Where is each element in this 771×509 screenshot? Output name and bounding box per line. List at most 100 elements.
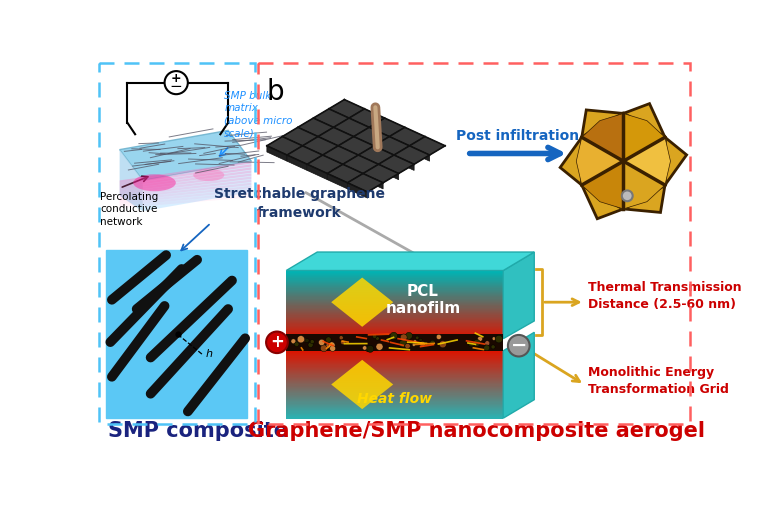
Bar: [286, 372, 503, 374]
Polygon shape: [374, 146, 394, 161]
Text: Graphene/SMP nanocomposite aerogel: Graphene/SMP nanocomposite aerogel: [247, 421, 705, 441]
Bar: [286, 323, 503, 325]
Bar: [286, 335, 503, 337]
Bar: [286, 290, 503, 292]
Text: b: b: [266, 78, 284, 106]
Polygon shape: [313, 118, 334, 133]
Circle shape: [297, 337, 302, 343]
Bar: [286, 377, 503, 379]
Polygon shape: [307, 155, 343, 174]
Text: $h$: $h$: [205, 347, 213, 359]
Polygon shape: [323, 146, 359, 164]
Bar: [286, 362, 503, 364]
Bar: [286, 394, 503, 397]
Bar: [286, 409, 503, 411]
Polygon shape: [332, 277, 393, 327]
Circle shape: [439, 341, 446, 348]
Bar: [286, 297, 503, 299]
Circle shape: [419, 338, 423, 342]
Bar: [286, 312, 503, 314]
Polygon shape: [394, 155, 414, 171]
Polygon shape: [582, 114, 665, 209]
Bar: [286, 337, 503, 338]
Bar: [286, 324, 503, 326]
Polygon shape: [665, 137, 687, 185]
Polygon shape: [120, 180, 251, 196]
Polygon shape: [287, 155, 307, 171]
Polygon shape: [348, 174, 383, 192]
Bar: [286, 407, 503, 409]
Polygon shape: [576, 137, 624, 185]
Polygon shape: [267, 136, 302, 155]
Bar: [286, 293, 503, 295]
Bar: [286, 299, 503, 300]
Text: Stretchable graphene
framework: Stretchable graphene framework: [214, 187, 385, 220]
Bar: [286, 300, 503, 302]
Polygon shape: [624, 137, 671, 185]
Bar: [286, 318, 503, 320]
Polygon shape: [307, 164, 328, 180]
Polygon shape: [389, 136, 409, 152]
Circle shape: [365, 345, 372, 352]
Circle shape: [266, 331, 288, 353]
Bar: [286, 334, 503, 351]
Polygon shape: [120, 183, 251, 199]
Bar: [286, 410, 503, 412]
Bar: [286, 382, 503, 384]
Polygon shape: [374, 136, 409, 155]
Polygon shape: [302, 146, 323, 161]
Circle shape: [292, 340, 298, 345]
Bar: [286, 393, 503, 395]
Circle shape: [406, 332, 412, 340]
Bar: [286, 387, 503, 388]
Bar: [286, 392, 503, 394]
Bar: [286, 289, 503, 290]
Text: Thermal Transmission
Distance (2.5-60 nm): Thermal Transmission Distance (2.5-60 nm…: [588, 281, 742, 311]
Polygon shape: [328, 174, 348, 189]
Polygon shape: [503, 252, 534, 338]
Polygon shape: [120, 171, 251, 190]
Ellipse shape: [133, 174, 176, 191]
Bar: [286, 332, 503, 334]
Text: Percolating
conductive
network: Percolating conductive network: [100, 192, 159, 227]
Bar: [286, 301, 503, 303]
Bar: [286, 302, 503, 304]
Polygon shape: [624, 104, 665, 137]
Polygon shape: [298, 118, 334, 136]
Bar: [286, 278, 503, 280]
Bar: [286, 319, 503, 321]
Polygon shape: [379, 164, 399, 180]
Polygon shape: [120, 164, 251, 185]
Circle shape: [430, 340, 435, 345]
Bar: [286, 380, 503, 382]
Bar: [286, 351, 503, 353]
Bar: [286, 327, 503, 328]
Text: −: −: [170, 79, 183, 94]
Bar: [286, 288, 503, 289]
Polygon shape: [389, 127, 425, 146]
Bar: [286, 321, 503, 323]
Bar: [286, 416, 503, 418]
Bar: [286, 361, 503, 363]
Circle shape: [298, 335, 305, 343]
Bar: [286, 359, 503, 360]
Circle shape: [400, 334, 407, 341]
Polygon shape: [359, 146, 394, 164]
Polygon shape: [120, 167, 251, 187]
Bar: [286, 365, 503, 367]
Bar: [286, 295, 503, 297]
Polygon shape: [503, 332, 534, 418]
Bar: [286, 397, 503, 399]
Polygon shape: [313, 109, 349, 127]
Polygon shape: [354, 136, 374, 152]
Circle shape: [321, 345, 327, 352]
Bar: [286, 306, 503, 308]
Bar: [286, 375, 503, 376]
Bar: [286, 376, 503, 377]
Bar: [286, 285, 503, 287]
Bar: [286, 280, 503, 282]
Bar: [286, 294, 503, 296]
Bar: [286, 383, 503, 385]
Bar: [286, 286, 503, 288]
Text: SMP bulk
matrix
(above micro
scale): SMP bulk matrix (above micro scale): [224, 91, 293, 138]
